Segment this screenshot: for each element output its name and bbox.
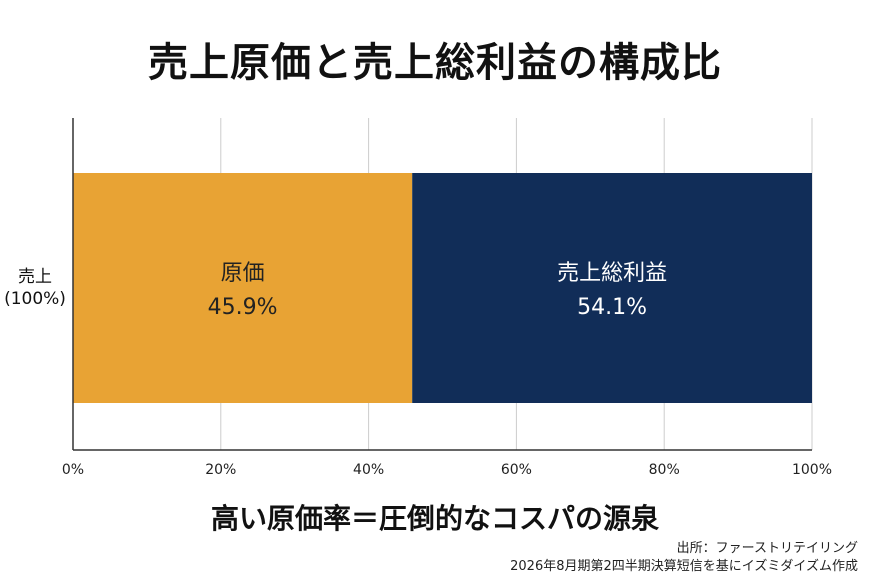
- category-name: 売上: [18, 267, 52, 287]
- x-tick-label: 0%: [62, 462, 84, 478]
- source-line-2: 2026年8月期第2四半期決算短信を基にイズミダイズム作成: [510, 559, 858, 574]
- bar-segment: [73, 173, 413, 403]
- x-tick-label: 40%: [353, 462, 384, 478]
- category-sublabel: (100%): [4, 289, 66, 309]
- bar-segment: [412, 173, 812, 403]
- chart-subtitle: 高い原価率＝圧倒的なコスパの源泉: [210, 502, 659, 535]
- x-tick-label: 60%: [501, 462, 532, 478]
- x-tick-label: 100%: [792, 462, 832, 478]
- data-label-name: 原価: [221, 261, 265, 286]
- data-label-name: 売上総利益: [557, 261, 667, 286]
- data-label-value: 45.9%: [208, 295, 278, 320]
- data-label-value: 54.1%: [577, 295, 647, 320]
- source-note: 出所：ファーストリテイリング 2026年8月期第2四半期決算短信を基にイズミダイ…: [510, 540, 858, 576]
- chart-title: 売上原価と売上総利益の構成比: [148, 40, 722, 86]
- x-tick-label: 80%: [649, 462, 680, 478]
- source-line-1: 出所：ファーストリテイリング: [676, 541, 858, 556]
- x-tick-label: 20%: [205, 462, 236, 478]
- category-label: 売上 (100%): [0, 266, 70, 310]
